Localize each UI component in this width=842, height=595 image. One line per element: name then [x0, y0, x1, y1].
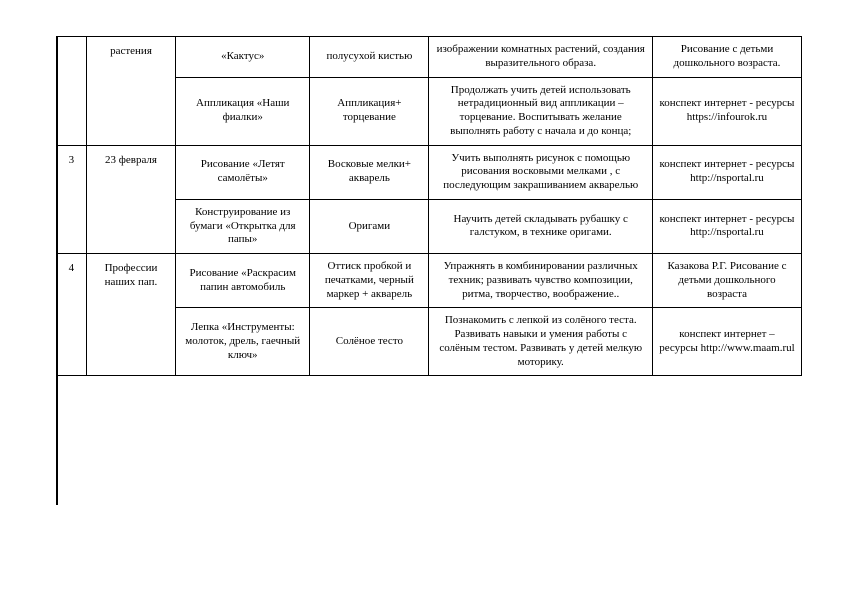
cell-num — [57, 37, 87, 146]
cell-theme: 23 февраля — [86, 145, 175, 254]
cell-goal: Продолжать учить детей использовать нетр… — [429, 77, 653, 145]
cell-goal: изображении комнатных растений, создания… — [429, 37, 653, 78]
cell-num: 3 — [57, 145, 87, 254]
cell-technique: Оригами — [310, 199, 429, 253]
cell-source: конспект интернет - ресурсы https://info… — [652, 77, 801, 145]
cell-technique: Восковые мелки+ акварель — [310, 145, 429, 199]
cell-activity: Аппликация «Наши фиалки» — [176, 77, 310, 145]
cell-source: конспект интернет – ресурсы http://www.m… — [652, 308, 801, 376]
cell-activity: Рисование «Раскрасим папин автомобиль — [176, 254, 310, 308]
curriculum-table: растения «Кактус» полусухой кистью изобр… — [56, 36, 802, 376]
cell-goal: Учить выполнять рисунок с помощью рисова… — [429, 145, 653, 199]
cell-technique: полусухой кистью — [310, 37, 429, 78]
cell-theme: Профессии наших пап. — [86, 254, 175, 376]
cell-activity: Лепка «Инструменты: молоток, дрель, гаеч… — [176, 308, 310, 376]
table-row: растения «Кактус» полусухой кистью изобр… — [57, 37, 802, 78]
table-row: 3 23 февраля Рисование «Летят самолёты» … — [57, 145, 802, 199]
cell-goal: Научить детей складывать рубашку с галст… — [429, 199, 653, 253]
cell-goal: Упражнять в комбинировании различных тех… — [429, 254, 653, 308]
cell-source: Казакова Р.Г. Рисование с детьми дошколь… — [652, 254, 801, 308]
table-row: 4 Профессии наших пап. Рисование «Раскра… — [57, 254, 802, 308]
cell-technique: Аппликация+ торцевание — [310, 77, 429, 145]
left-margin-rule — [56, 36, 58, 505]
cell-source: конспект интернет - ресурсы http://nspor… — [652, 199, 801, 253]
cell-activity: «Кактус» — [176, 37, 310, 78]
cell-activity: Рисование «Летят самолёты» — [176, 145, 310, 199]
cell-technique: Оттиск пробкой и печатками, черный марке… — [310, 254, 429, 308]
cell-goal: Познакомить с лепкой из солёного теста. … — [429, 308, 653, 376]
cell-source: Рисование с детьми дошкольного возраста. — [652, 37, 801, 78]
cell-theme: растения — [86, 37, 175, 146]
cell-activity: Конструирование из бумаги «Открытка для … — [176, 199, 310, 253]
cell-source: конспект интернет - ресурсы http://nspor… — [652, 145, 801, 199]
cell-num: 4 — [57, 254, 87, 376]
cell-technique: Солёное тесто — [310, 308, 429, 376]
